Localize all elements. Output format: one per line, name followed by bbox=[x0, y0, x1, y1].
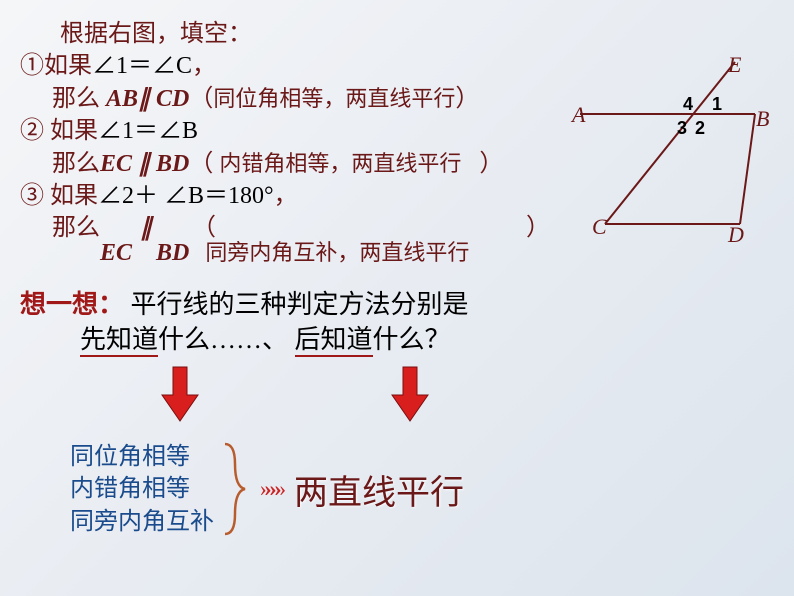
angle-2: 2 bbox=[695, 118, 705, 138]
chevron-right-icon: »»»» bbox=[260, 476, 280, 502]
think-label: 想一想： bbox=[20, 290, 124, 319]
label-C: C bbox=[592, 214, 607, 239]
angle-4: 4 bbox=[683, 94, 693, 114]
think-section: 想一想： 平行线的三种判定方法分别是 先知道什么……、 后知道什么？ bbox=[20, 287, 774, 357]
arrow-down-icon bbox=[160, 365, 200, 425]
label-D: D bbox=[727, 222, 744, 244]
think-after: 后知道 bbox=[295, 325, 373, 357]
brace-icon bbox=[220, 439, 250, 539]
arrows-row bbox=[20, 365, 774, 435]
item-1-ab: AB bbox=[106, 86, 138, 112]
bottom-row: 同位角相等 内错角相等 同旁内角互补 »»»» 两直线平行 bbox=[20, 439, 774, 539]
label-E: E bbox=[727, 54, 742, 77]
list-item: 同旁内角互补 bbox=[70, 506, 214, 538]
arrow-down-icon bbox=[390, 365, 430, 425]
geometry-diagram: A B C D E 1 2 3 4 bbox=[570, 54, 770, 244]
item-3-reason: 同旁内角互补，两直线平行 bbox=[205, 240, 469, 265]
item-1-cd: CD bbox=[156, 86, 189, 112]
angle-1: 1 bbox=[712, 94, 722, 114]
intro-text: 根据右图，填空： bbox=[60, 18, 774, 50]
label-A: A bbox=[570, 102, 586, 127]
item-3-bd: BD bbox=[156, 240, 189, 266]
item-2-reason: 内错角相等，两直线平行 bbox=[219, 151, 461, 176]
list-item: 内错角相等 bbox=[70, 473, 214, 505]
label-B: B bbox=[756, 106, 769, 131]
item-2-ec: EC bbox=[100, 151, 132, 177]
item-1-reason: 同位角相等，两直线平行 bbox=[213, 86, 455, 111]
angle-3: 3 bbox=[677, 118, 687, 138]
think-q1: 平行线的三种判定方法分别是 bbox=[131, 290, 469, 319]
list-item: 同位角相等 bbox=[70, 441, 214, 473]
conclusion-text: 两直线平行 bbox=[294, 465, 464, 514]
item-2-bd: BD bbox=[156, 151, 189, 177]
item-3-ec: EC bbox=[100, 240, 132, 266]
condition-list: 同位角相等 内错角相等 同旁内角互补 bbox=[70, 441, 214, 538]
think-first: 先知道 bbox=[80, 325, 158, 357]
